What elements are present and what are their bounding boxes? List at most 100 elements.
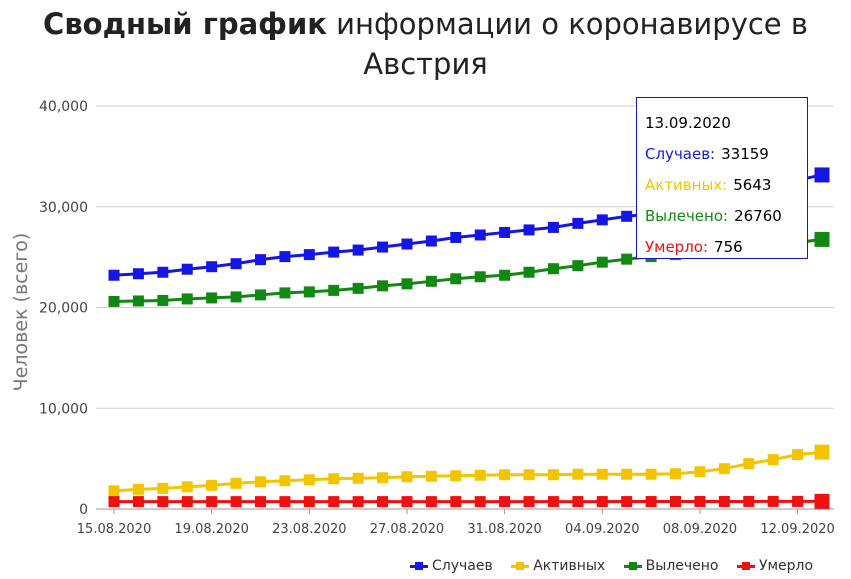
- data-point: [645, 468, 657, 480]
- legend-label: Вылечено: [645, 558, 719, 574]
- data-point: [474, 469, 486, 481]
- legend-swatch: [736, 561, 755, 570]
- data-point: [230, 477, 242, 489]
- tooltip-label: Умерло:: [645, 238, 709, 256]
- data-point: [303, 474, 315, 486]
- data-point: [621, 496, 633, 508]
- x-tick-label: 19.08.2020: [174, 522, 248, 537]
- data-point: [621, 253, 633, 265]
- data-point: [523, 224, 535, 236]
- data-point: [547, 263, 559, 275]
- tooltip-value: 33159: [721, 145, 769, 163]
- data-point: [523, 469, 535, 481]
- data-point: [474, 496, 486, 508]
- x-tick-label: 23.08.2020: [272, 522, 346, 537]
- data-point: [108, 269, 120, 281]
- data-point: [181, 496, 193, 508]
- data-point: [621, 468, 633, 480]
- data-point: [206, 496, 218, 508]
- data-point: [377, 280, 389, 292]
- legend-label: Умерло: [758, 558, 814, 574]
- legend-item-deaths[interactable]: Умерло: [736, 558, 814, 574]
- data-point: [279, 475, 291, 487]
- chart-title: Сводный график информации о коронавирусе…: [0, 4, 851, 84]
- data-point: [425, 275, 437, 287]
- data-point: [157, 294, 169, 306]
- data-point: [303, 249, 315, 261]
- data-point: [279, 496, 291, 508]
- data-point: [303, 496, 315, 508]
- tooltip-value: 756: [714, 238, 743, 256]
- data-point: [377, 472, 389, 484]
- data-point: [499, 226, 511, 238]
- data-point: [401, 496, 413, 508]
- data-point: [352, 496, 364, 508]
- data-point: [352, 472, 364, 484]
- data-point: [254, 289, 266, 301]
- data-point: [132, 295, 144, 307]
- data-point: [474, 271, 486, 283]
- data-point: [547, 221, 559, 233]
- data-point: [450, 496, 462, 508]
- x-tick-label: 08.09.2020: [663, 522, 737, 537]
- data-point: [108, 496, 120, 508]
- data-point: [572, 496, 584, 508]
- legend-item-active[interactable]: Активных: [511, 558, 605, 574]
- data-point: [572, 468, 584, 480]
- data-point: [596, 256, 608, 268]
- data-point: [352, 282, 364, 294]
- data-point: [670, 468, 682, 480]
- data-point: [401, 278, 413, 290]
- data-point: [377, 496, 389, 508]
- data-point: [108, 295, 120, 307]
- data-point: [814, 444, 830, 460]
- tooltip-row-cases: Случаев: 33159: [645, 139, 807, 170]
- data-point: [108, 485, 120, 497]
- data-point: [547, 496, 559, 508]
- data-point: [450, 231, 462, 243]
- data-point: [547, 469, 559, 481]
- data-point: [450, 273, 462, 285]
- legend-item-cases[interactable]: Случаев: [410, 558, 493, 574]
- data-point: [814, 167, 830, 183]
- data-point: [206, 261, 218, 273]
- data-point: [814, 231, 830, 247]
- data-point: [694, 495, 706, 507]
- data-point: [499, 496, 511, 508]
- y-tick-label: 30,000: [39, 200, 88, 216]
- data-point: [254, 496, 266, 508]
- data-point: [157, 482, 169, 494]
- data-point: [596, 468, 608, 480]
- tooltip-value: 5643: [733, 176, 772, 194]
- data-point: [596, 496, 608, 508]
- data-point: [767, 495, 779, 507]
- data-point: [254, 476, 266, 488]
- data-point: [279, 287, 291, 299]
- data-point: [328, 246, 340, 258]
- legend-item-recovered[interactable]: Вылечено: [623, 558, 719, 574]
- data-point: [523, 266, 535, 278]
- data-point: [206, 479, 218, 491]
- data-point: [694, 466, 706, 478]
- tooltip-row-active: Активных: 5643: [645, 170, 807, 201]
- legend-swatch: [410, 561, 428, 570]
- data-point: [279, 251, 291, 263]
- data-point: [401, 238, 413, 250]
- data-point: [425, 470, 437, 482]
- data-point: [425, 496, 437, 508]
- data-point: [401, 471, 413, 483]
- data-point: [303, 286, 315, 298]
- data-point: [328, 473, 340, 485]
- data-point: [767, 454, 779, 466]
- tooltip-row-deaths: Умерло: 756: [645, 232, 807, 263]
- data-point: [157, 266, 169, 278]
- data-point: [181, 263, 193, 275]
- data-point: [450, 470, 462, 482]
- data-point: [743, 495, 755, 507]
- data-point: [132, 496, 144, 508]
- chart-title-rest: информации о коронавирусе в: [326, 7, 808, 41]
- y-tick-label: 20,000: [39, 301, 88, 317]
- data-point: [181, 293, 193, 305]
- data-point: [792, 495, 804, 507]
